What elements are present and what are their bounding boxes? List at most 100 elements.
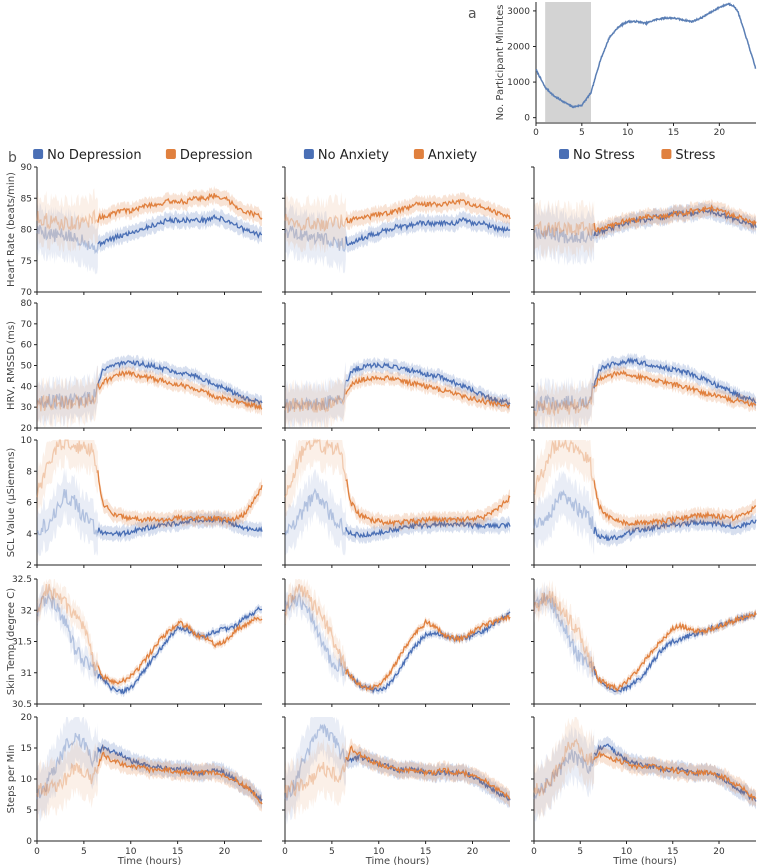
x-tick-label: 20 — [467, 847, 479, 857]
subplot: 30.5 31 31.5 32 32.5 Skin Temp (degree C) — [6, 575, 263, 710]
blue-line-post — [345, 519, 511, 539]
blue-band-post — [594, 609, 756, 696]
y-tick-label: 31.5 — [12, 638, 32, 648]
blue-band-post — [594, 736, 756, 810]
orange-band-post — [97, 613, 263, 688]
orange-band-pre — [37, 364, 98, 428]
y-tick-label: 70 — [21, 320, 33, 330]
y-tick-label: 1000 — [507, 78, 530, 88]
legend-swatch-blue — [33, 149, 44, 159]
blue-line-pre — [36, 383, 99, 410]
orange-band-pre — [534, 367, 595, 428]
x-tick-label: 15 — [668, 128, 679, 138]
blue-line-post — [345, 216, 511, 247]
orange-line-post — [97, 470, 263, 524]
blue-band-pre — [285, 468, 346, 556]
subplot — [531, 439, 757, 568]
legend-swatch-orange — [413, 149, 424, 159]
blue-line-post — [97, 359, 263, 406]
y-tick-label: 85 — [21, 194, 32, 204]
x-tick-label: 0 — [531, 847, 537, 857]
orange-line-post — [593, 480, 757, 527]
blue-line-post — [97, 515, 263, 538]
y-tick-label: 0 — [26, 837, 32, 847]
blue-band-post — [97, 354, 263, 411]
orange-band-pre — [534, 199, 595, 260]
blue-band-pre — [37, 365, 98, 427]
blue-band-pre — [285, 717, 346, 825]
legend-label: Stress — [675, 148, 715, 163]
y-tick-label: 30.5 — [12, 700, 32, 710]
orange-line-post — [593, 750, 757, 802]
blue-line-post — [345, 361, 511, 406]
orange-band-pre — [285, 732, 346, 822]
subplot — [531, 166, 757, 295]
orange-line-pre — [36, 583, 99, 671]
legend-swatch-blue — [303, 149, 314, 159]
legend-swatch-blue — [559, 149, 569, 159]
blue-line-pre — [533, 592, 595, 677]
orange-band-pre — [37, 579, 98, 682]
blue-band-post — [594, 352, 756, 410]
x-tick-label: 10 — [373, 847, 385, 857]
blue-line-post — [593, 356, 757, 404]
subplot — [531, 578, 757, 707]
orange-line-post — [593, 369, 757, 408]
y-tick-label: 20 — [21, 424, 33, 434]
y-tick-label: 80 — [21, 299, 33, 309]
orange-band-post — [97, 744, 263, 813]
orange-band-pre — [37, 188, 98, 253]
blue-band-post — [345, 514, 510, 545]
orange-line-pre — [533, 385, 595, 417]
orange-line-pre — [284, 584, 347, 675]
x-tick-label: 15 — [667, 847, 678, 857]
y-tick-label: 8 — [26, 467, 32, 477]
blue-band-pre — [285, 361, 346, 428]
orange-line-post — [97, 616, 263, 686]
blue-band-post — [97, 207, 263, 253]
blue-band-post — [594, 201, 756, 244]
subplot — [282, 166, 511, 295]
y-tick-label: 32 — [21, 606, 32, 616]
subplot: 0 5 10 15 20 Time (hours) — [531, 716, 757, 865]
x-tick-label: 20 — [219, 847, 231, 857]
legend-label: Depression — [180, 148, 253, 163]
y-axis-label: Steps per Min — [6, 745, 17, 814]
y-tick-label: 20 — [21, 713, 33, 723]
x-axis-label: Time (hours) — [612, 856, 677, 865]
y-tick-label: 5 — [26, 806, 32, 816]
legend-label: Anxiety — [428, 148, 478, 163]
orange-band-post — [345, 369, 510, 414]
orange-line-pre — [533, 220, 595, 238]
orange-band-post — [97, 365, 263, 416]
orange-band-pre — [285, 579, 346, 686]
blue-line-post — [345, 611, 511, 694]
legend-label: No Anxiety — [318, 148, 389, 163]
x-tick-label: 0 — [282, 847, 288, 857]
legend-label: No Depression — [47, 148, 141, 163]
blue-line-pre — [533, 382, 595, 412]
panel-label-b: b — [8, 150, 17, 166]
participant-minutes-line — [535, 2, 757, 109]
y-tick-label: 2 — [26, 561, 32, 571]
panel-label-a: a — [468, 6, 477, 22]
y-tick-label: 31 — [21, 669, 32, 679]
blue-band-pre — [285, 583, 346, 688]
legend-swatch-orange — [165, 149, 176, 159]
orange-line-pre — [36, 439, 99, 498]
blue-band-pre — [37, 583, 98, 690]
orange-band-pre — [285, 370, 346, 428]
blue-line-post — [97, 213, 263, 248]
blue-line-pre — [284, 225, 347, 253]
x-tick-label: 10 — [621, 847, 633, 857]
x-tick-label: 10 — [125, 847, 137, 857]
orange-line-post — [345, 374, 510, 409]
y-tick-label: 10 — [21, 436, 33, 446]
y-tick-label: 80 — [21, 226, 33, 236]
x-axis-label: Time (hours) — [117, 856, 182, 865]
orange-line-pre — [284, 213, 347, 233]
x-tick-label: 15 — [420, 847, 431, 857]
y-axis-label: HRV, RMSSD (ms) — [6, 321, 17, 410]
blue-line-pre — [533, 225, 595, 244]
